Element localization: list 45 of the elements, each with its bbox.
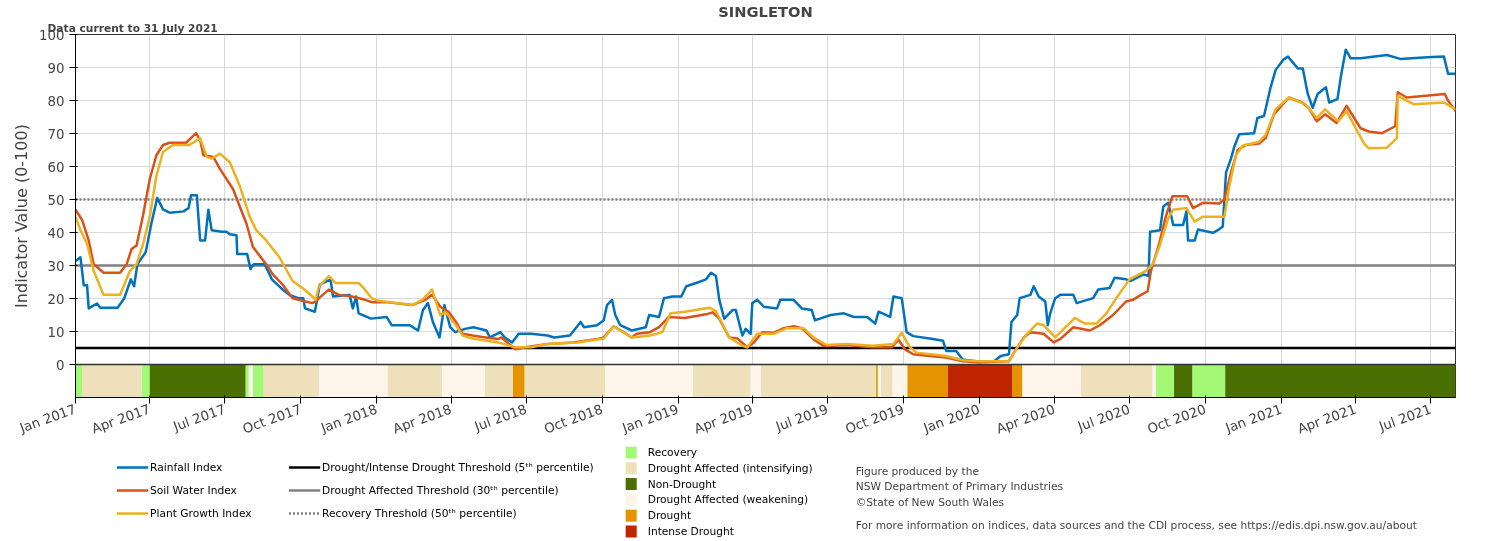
x-tick-label: Apr 2020: [994, 401, 1057, 437]
y-tick-label: 50: [47, 192, 65, 208]
x-tick-label: Apr 2017: [89, 401, 153, 437]
chart-title: SINGLETON: [718, 2, 813, 20]
legend-label: Drought Affected Threshold (30ᵗʰ percentile): [322, 484, 559, 497]
x-tick-label: Apr 2021: [1295, 401, 1359, 437]
legend-label: Soil Water Index: [150, 484, 237, 497]
text: Figure produced by the NSW Department of Primary Industries ©State of New South Wales: [855, 464, 1064, 509]
y-axis-title: Indicator Value (0-100): [12, 124, 32, 308]
x-tick-label: Jul 2017: [170, 401, 228, 435]
y-tick-label: 40: [47, 225, 65, 241]
y-tick-label: 20: [47, 291, 65, 307]
legend-label: Drought: [647, 509, 692, 523]
x-tick-label: Jan 2020: [920, 401, 982, 437]
x-tick-label: Oct 2019: [843, 401, 906, 437]
legend-label: Drought/Intense Drought Threshold (5ᵗʰ percentile): [322, 461, 594, 474]
x-tick-label: Apr 2018: [390, 401, 454, 437]
x-tick-label: Jan 2021: [1222, 401, 1284, 437]
y-tick-label: 80: [47, 93, 65, 109]
x-tick-label: Jan 2018: [318, 401, 380, 437]
x-tick-label: Jan 2017: [16, 401, 79, 437]
legend-label: Intense Drought: [647, 525, 734, 538]
x-tick-label: Oct 2017: [240, 401, 304, 437]
x-tick-label: Jul 2020: [1075, 401, 1133, 435]
y-tick-label: 10: [47, 324, 65, 340]
legend-label: Drought Affected (intensifying): [647, 461, 813, 475]
x-tick-label: Oct 2018: [542, 401, 605, 437]
x-tick-label: Jul 2021: [1376, 401, 1434, 435]
y-tick-label: 90: [47, 60, 65, 76]
x-tick-label: Jul 2018: [471, 401, 529, 435]
text: For more information on indices, data sources and the CDI process, see https://edis.dpi.nsw.gov.au/about: [855, 518, 1417, 532]
x-tick-label: Oct 2020: [1145, 401, 1208, 437]
legend-label: Non-Drought: [647, 477, 717, 491]
y-tick-label: 60: [47, 159, 65, 175]
legend-label: Recovery Threshold (50ᵗʰ percentile): [322, 507, 517, 520]
x-tick-label: Jan 2019: [619, 401, 681, 437]
legend-label: Drought Affected (weakening): [647, 493, 809, 507]
legend-label: Plant Growth Index: [150, 507, 252, 520]
x-tick-label: Apr 2019: [692, 401, 755, 437]
y-tick-label: 70: [47, 126, 65, 142]
legend-label: Rainfall Index: [150, 461, 223, 474]
y-tick-label: 30: [47, 258, 65, 274]
legend-label: Recovery: [647, 446, 698, 459]
y-tick-label: 0: [56, 357, 65, 373]
x-tick-label: Jul 2019: [772, 401, 830, 435]
